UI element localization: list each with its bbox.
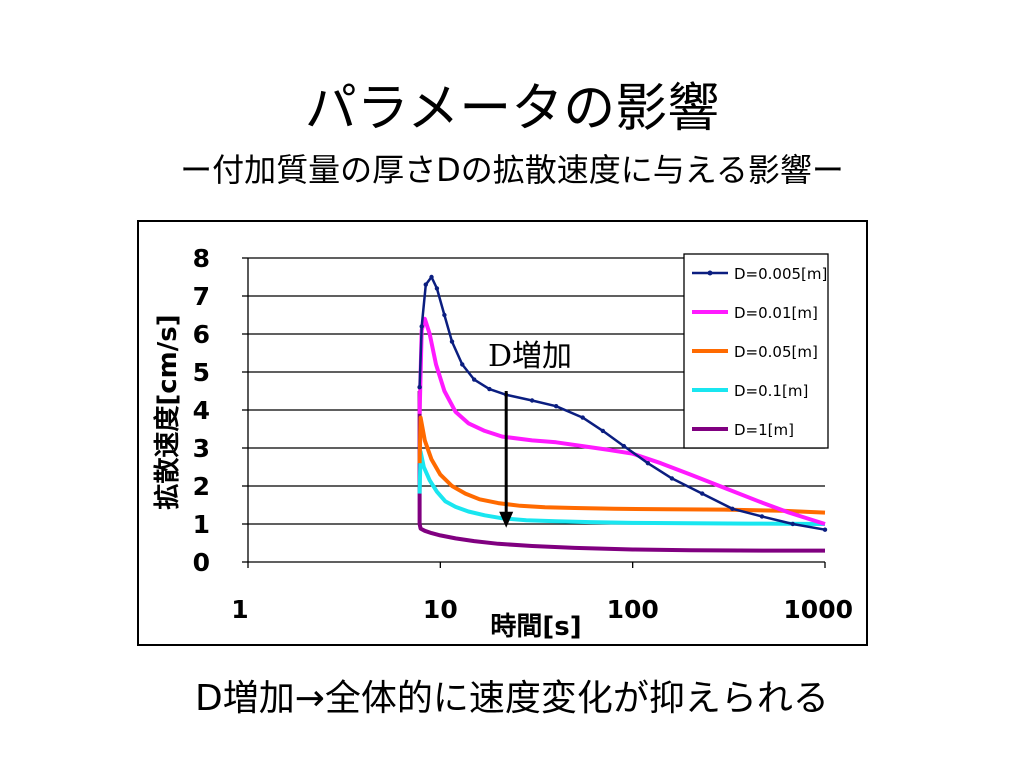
x-axis-label: 時間[s]: [490, 612, 581, 642]
y-tick-label: 0: [193, 548, 210, 577]
series-1-point: [759, 514, 765, 519]
series-1-point: [621, 443, 627, 449]
series-1-point: [730, 506, 735, 511]
series-lines: [417, 274, 828, 553]
series-line-3: [417, 415, 826, 515]
x-tick-label: 1000: [783, 595, 853, 624]
legend-label: D=0.005[m]: [734, 265, 827, 283]
annotation-arrow-head: [499, 511, 514, 528]
y-tick-label: 2: [193, 472, 210, 501]
y-tick-label: 4: [193, 396, 210, 425]
legend-label: D=0.05[m]: [734, 343, 818, 361]
series-1-point: [434, 286, 440, 291]
series-1-point: [822, 527, 828, 532]
series-1-point: [669, 476, 675, 481]
annotation-label: D増加: [488, 339, 572, 374]
series-1-point: [553, 404, 559, 409]
series-1-point: [423, 282, 428, 287]
series-1-point: [442, 312, 447, 318]
slide-subtitle: ー付加質量の厚さDの拡散速度に与える影響ー: [180, 151, 844, 189]
y-tick-label: 5: [193, 358, 210, 387]
legend: D=0.005[m] D=0.01[m] D=0.05[m] D=0.1[m] D=1[…: [683, 253, 829, 449]
series-1-point: [429, 274, 434, 280]
slide-title: パラメータの影響: [304, 79, 720, 139]
x-tick-label: 100: [607, 595, 659, 624]
legend-label: D=1[m]: [734, 421, 794, 439]
y-tick-label: 7: [193, 282, 210, 311]
y-tick-label: 1: [193, 510, 210, 539]
series-1-point: [417, 385, 422, 390]
series-1-point: [529, 398, 535, 403]
series-1-point: [460, 362, 465, 367]
series-1-point: [419, 324, 424, 329]
series-1-point: [700, 491, 705, 496]
x-tick-label: 10: [423, 595, 458, 624]
y-tick-label: 3: [193, 434, 210, 463]
series-1-point: [645, 461, 651, 466]
series-1-point: [790, 521, 795, 527]
annotation: D増加: [488, 339, 572, 528]
series-1-point: [487, 386, 492, 392]
y-axis-label: 拡散速度[cm/s]: [152, 314, 183, 509]
series-1-point: [449, 339, 455, 344]
series-1-point: [472, 377, 477, 382]
series-line-4: [417, 449, 826, 526]
legend-label: D=0.1[m]: [734, 382, 808, 400]
slide-footer: D増加→全体的に速度変化が抑えられる: [195, 678, 829, 719]
y-tick-label: 6: [193, 320, 210, 349]
series-1-point: [580, 415, 585, 420]
series-line-2: [417, 316, 826, 526]
legend-label: D=0.01[m]: [734, 304, 818, 322]
series-line-5: [417, 391, 825, 553]
x-tick-label: 1: [231, 595, 248, 624]
y-tick-label: 8: [193, 244, 210, 273]
series-1-point: [600, 428, 606, 434]
legend-swatch-marker: [707, 270, 713, 276]
